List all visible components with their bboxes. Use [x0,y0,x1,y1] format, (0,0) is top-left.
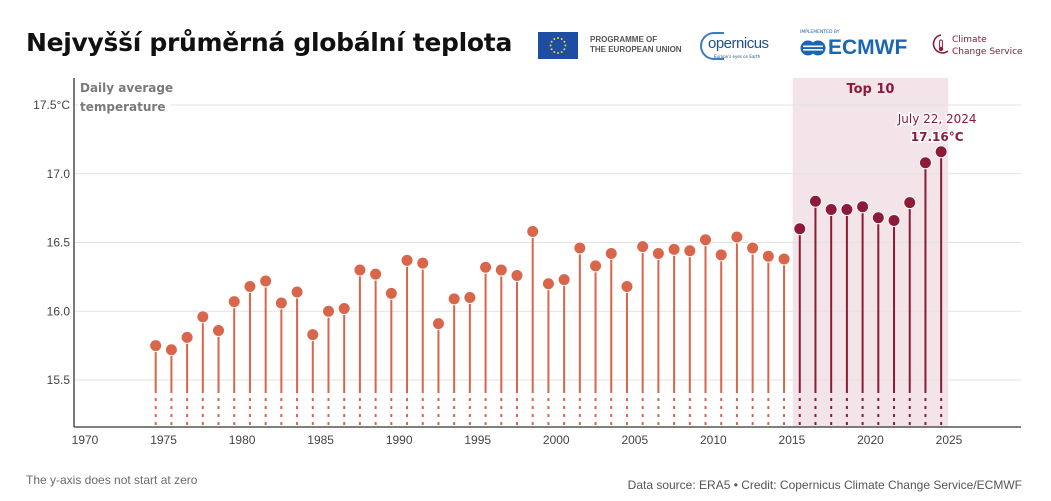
y-tick-label: 17.5°C [33,98,70,112]
data-point [856,200,870,214]
copernicus-arc-icon [700,32,724,60]
annotation-date: July 22, 2024 [897,112,977,126]
copernicus-wordmark: opernicus [708,35,769,52]
data-point [196,310,210,324]
eu-flag-icon [538,32,578,59]
c3s-logo: Climate Change Service [930,30,1030,62]
data-point [321,304,335,318]
x-tick-label: 2010 [700,433,727,447]
copernicus-tagline: Europe's eyes on Earth [714,54,761,59]
data-point [808,194,822,208]
x-tick-label: 1995 [464,433,491,447]
x-tick-label: 2015 [779,433,806,447]
data-point [479,260,493,274]
x-tick-label: 2000 [543,433,570,447]
data-point [149,339,163,353]
ecmwf-wordmark: ECMWF [828,36,908,59]
data-point [243,280,257,293]
top10-label: Top 10 [846,82,894,97]
data-point [337,302,351,315]
x-tick-label: 1975 [150,433,177,447]
data-point [761,249,775,263]
y-axis-note: The y-axis does not start at zero [26,473,198,487]
data-point [494,263,508,277]
data-point [683,244,697,258]
data-point [840,203,854,216]
data-point [274,296,288,310]
data-point [541,277,555,291]
data-point [259,274,273,288]
copernicus-logo: opernicus Europe's eyes on Earth [700,30,780,62]
x-tick-label: 1990 [386,433,413,447]
data-point [573,241,587,255]
data-point [180,330,194,344]
data-point [604,247,618,260]
data-point [227,295,241,309]
y-axis-title-line-2: temperature [80,100,165,114]
y-axis-title-line-1: Daily average [80,81,173,95]
eu-programme-text: PROGRAMME OF THE EUROPEAN UNION [590,35,682,55]
data-point [699,233,713,247]
eu-line-1: PROGRAMME OF [590,35,658,44]
partner-logos: PROGRAMME OF THE EUROPEAN UNION opernicu… [538,30,1028,62]
x-tick-label: 1970 [72,433,99,447]
data-point [871,211,885,225]
data-point [431,317,445,331]
data-point [918,156,932,170]
data-source-credit: Data source: ERA5 • Credit: Copernicus C… [627,478,1022,492]
data-point [824,203,838,216]
data-point [667,242,681,256]
x-tick-label: 2005 [621,433,648,447]
data-point [369,267,383,281]
y-tick-label: 17.0 [47,167,71,181]
data-point [793,222,807,236]
data-point [651,247,665,260]
eu-line-2: THE EUROPEAN UNION [590,45,682,54]
y-tick-label: 16.5 [47,236,71,250]
data-point [714,248,728,262]
data-point [526,225,540,238]
data-point [212,324,226,337]
thermometer-icon [932,34,949,54]
data-point [557,273,571,287]
top10-highlight-band [792,78,949,427]
data-point [447,292,461,306]
c3s-line-1: Climate [952,35,987,45]
x-tick-label: 2020 [857,433,884,447]
ecmwf-implemented-by: IMPLEMENTED BY [800,30,840,35]
y-tick-label: 16.0 [47,304,71,318]
ecmwf-logo: IMPLEMENTED BY ECMWF [798,30,908,62]
annotation-value: 17.16°C [911,130,964,144]
data-point [416,256,430,270]
c3s-wordmark: Climate Change Service [952,34,1023,58]
y-axis-title-backdrop [78,98,170,114]
data-point [934,145,948,159]
data-point [777,252,791,266]
data-point [903,196,917,210]
chart-title: Nejvyšší průměrná globální teplota [26,28,513,57]
c3s-line-2: Change Service [952,47,1023,57]
data-point [463,291,477,304]
x-tick-label: 1985 [307,433,334,447]
data-point [636,240,650,254]
data-point [620,280,634,293]
data-point [290,285,304,299]
data-point [353,263,367,277]
ecmwf-mark-icon [800,40,826,56]
data-point [384,286,398,300]
data-point [730,230,744,244]
data-point [746,241,760,255]
data-point [400,253,414,267]
x-tick-label: 1980 [229,433,256,447]
y-tick-label: 15.5 [47,373,71,387]
data-point [510,269,524,282]
data-point [164,343,178,357]
x-tick-label: 2025 [936,433,963,447]
data-point [887,214,901,227]
data-point [306,328,320,342]
data-point [589,259,603,273]
